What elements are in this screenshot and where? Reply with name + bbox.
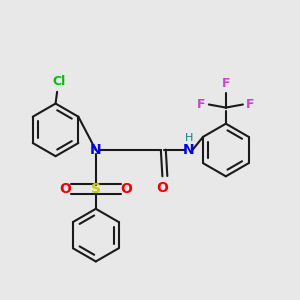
Text: O: O: [59, 182, 71, 196]
Text: O: O: [156, 181, 168, 195]
Text: S: S: [91, 182, 101, 196]
Text: Cl: Cl: [52, 75, 65, 88]
Text: F: F: [197, 98, 206, 111]
Text: N: N: [183, 143, 194, 157]
Text: F: F: [222, 76, 230, 90]
Text: H: H: [184, 133, 193, 143]
Text: O: O: [120, 182, 132, 196]
Text: F: F: [246, 98, 254, 111]
Text: N: N: [90, 143, 102, 157]
